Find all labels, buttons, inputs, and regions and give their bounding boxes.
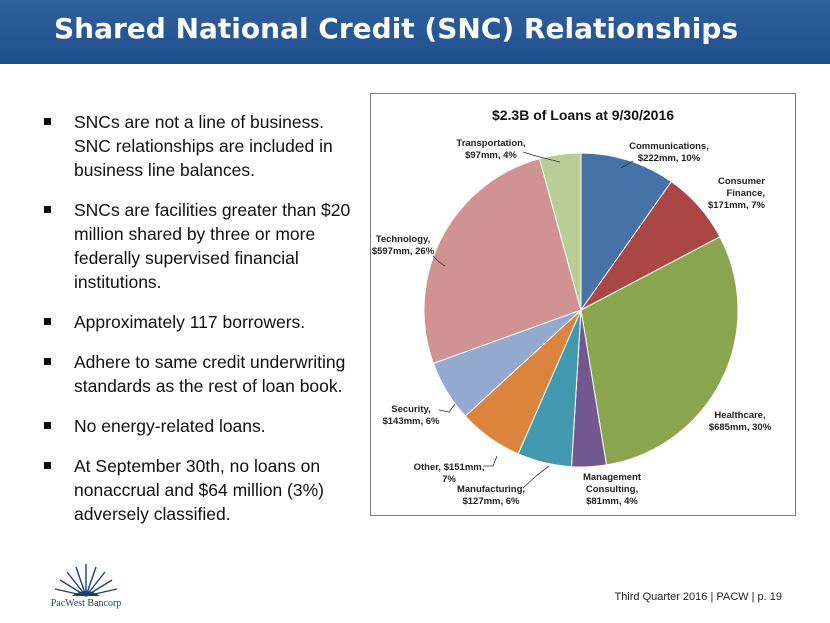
bullet-item: At September 30th, no loans on nonaccrua… xyxy=(40,454,360,526)
leader-line xyxy=(483,455,498,467)
page-title: Shared National Credit (SNC) Relationshi… xyxy=(54,12,739,45)
leader-line xyxy=(522,151,561,163)
pie-chart-container: $2.3B of Loans at 9/30/2016 Communicatio… xyxy=(370,93,796,516)
chart-title: $2.3B of Loans at 9/30/2016 xyxy=(492,107,674,123)
starburst-logo-icon xyxy=(54,564,118,597)
bullet-item: Adhere to same credit underwriting stand… xyxy=(40,350,360,398)
company-logo: PacWest Bancorp xyxy=(46,562,126,612)
pie-slice xyxy=(580,236,739,466)
slice-label: Consumer Finance, $171mm, 7% xyxy=(708,176,766,211)
slice-label: Management Consulting, $81mm, 4% xyxy=(583,472,642,507)
slice-label: Technology, $597mm, 26% xyxy=(372,234,435,257)
slice-label: Communications, $222mm, 10% xyxy=(629,141,709,164)
leader-line xyxy=(432,255,446,267)
bullet-list: SNCs are not a line of business. SNC rel… xyxy=(40,110,360,542)
pie-slice xyxy=(580,152,673,312)
pie-chart: $2.3B of Loans at 9/30/2016 Communicatio… xyxy=(372,107,772,507)
pie-slice xyxy=(423,157,582,365)
footer-page-info: Third Quarter 2016 | PACW | p. 19 xyxy=(614,591,782,603)
leader-line xyxy=(522,465,550,489)
leader-line xyxy=(438,403,456,413)
bullet-item: No energy-related loans. xyxy=(40,414,360,438)
slice-label: Security, $143mm, 6% xyxy=(382,404,440,427)
bullet-item: Approximately 117 borrowers. xyxy=(40,310,360,334)
bullet-item: SNCs are facilities greater than $20 mil… xyxy=(40,198,360,294)
slice-label: Healthcare, $685mm, 30% xyxy=(709,410,772,433)
pie-slice xyxy=(538,152,582,311)
slice-label: Other, $151mm, 7% xyxy=(414,462,485,485)
slice-label: Transportation, $97mm, 4% xyxy=(456,138,525,161)
logo-text: PacWest Bancorp xyxy=(50,598,122,609)
leader-line xyxy=(620,160,634,169)
slice-label: Manufacturing, $127mm, 6% xyxy=(457,484,525,507)
slide-header: Shared National Credit (SNC) Relationshi… xyxy=(0,0,830,64)
bullet-item: SNCs are not a line of business. SNC rel… xyxy=(40,110,360,182)
